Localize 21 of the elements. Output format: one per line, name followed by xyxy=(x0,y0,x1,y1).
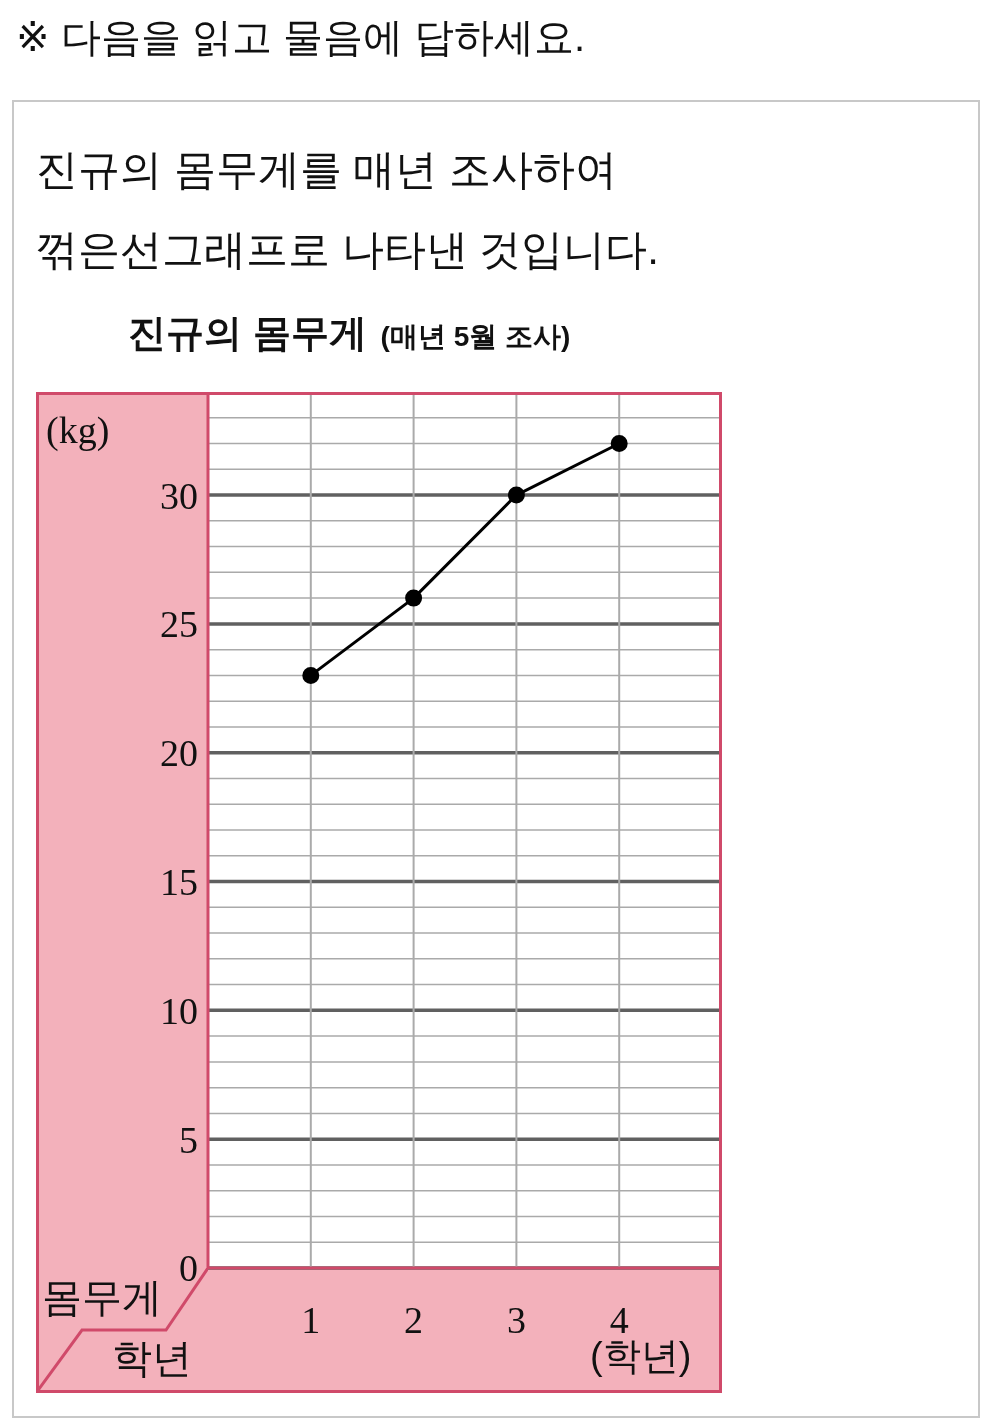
y-tick-label: 5 xyxy=(179,1118,198,1161)
point xyxy=(610,435,628,453)
x-tick-label: 2 xyxy=(404,1298,424,1341)
x-tick-label: 1 xyxy=(301,1298,321,1341)
text: (kg) xyxy=(46,408,110,452)
y-axis-title: 몸무게 xyxy=(42,1274,162,1321)
text: ※ 다음을 읽고 물음에 답하세요. xyxy=(16,14,586,61)
text: 진규의 몸무게를 매년 조사하여 꺾은선그래프로 나타낸 것입니다. xyxy=(36,145,660,275)
point xyxy=(405,589,423,607)
chart-title: 진규의 몸무게 xyxy=(128,312,367,354)
chart-subtitle: (매년 5월 조사) xyxy=(380,321,571,352)
y-tick-label: 0 xyxy=(179,1247,198,1290)
x-axis-title: 학년 xyxy=(112,1335,192,1382)
x-tick-label: 3 xyxy=(506,1298,526,1341)
y-tick-label: 30 xyxy=(160,474,198,517)
point xyxy=(302,666,320,684)
point xyxy=(507,486,525,504)
y-tick-label: 10 xyxy=(160,989,198,1032)
y-tick-label: 20 xyxy=(160,732,198,775)
y-tick-label: 25 xyxy=(160,603,198,646)
y-tick-label: 15 xyxy=(160,861,198,904)
